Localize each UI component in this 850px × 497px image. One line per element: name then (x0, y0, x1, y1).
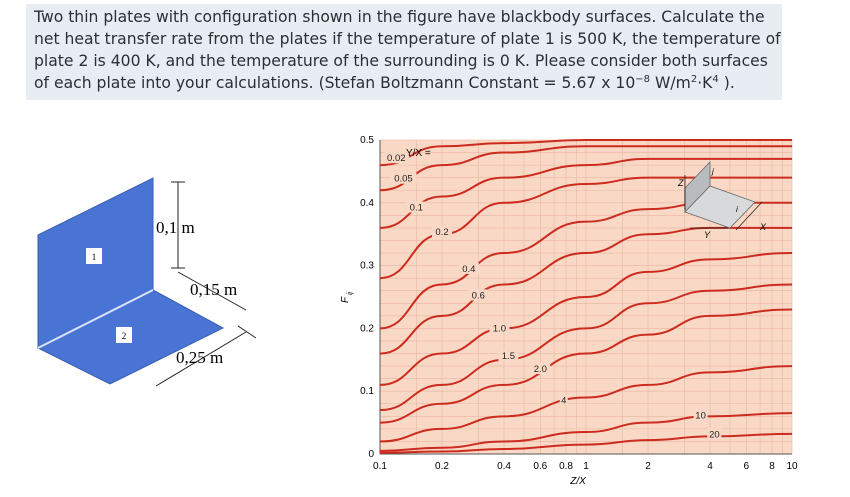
inset-axis-label: j (711, 167, 714, 176)
curve-label: 20 (709, 429, 720, 440)
problem-line-4: of each plate into your calculations. (S… (34, 72, 774, 94)
curve-1.5 (379, 283, 793, 412)
unit-text: W/m (650, 74, 691, 92)
plate-edge (37, 289, 154, 349)
curve-label-bg (468, 289, 489, 301)
curve-label-bg (707, 428, 722, 440)
x-axis-label: Z/X (569, 476, 586, 487)
plates-figure: 1 2 0,1 m 0,15 m 0,25 m (36, 177, 257, 387)
problem-statement: Two thin plates with configuration shown… (26, 4, 782, 100)
dim-tick (237, 325, 257, 339)
curve-0.1 (379, 157, 792, 229)
problem-line-3: plate 2 is 400 K, and the temperature of… (34, 52, 768, 70)
inset-axis-label: X (759, 222, 767, 232)
curve-label: 0.2 (435, 227, 448, 238)
x-tick-label: 1 (583, 461, 589, 472)
inset-axis-label: Y (704, 230, 711, 240)
curve-label: 1.5 (502, 351, 515, 362)
x-tick-label: 0.1 (373, 461, 387, 472)
y-tick-label: 0.3 (360, 261, 374, 272)
plate-2-label: 2 (122, 331, 127, 341)
inset-axis-label: Z (677, 178, 684, 188)
plate-2-label-box (116, 327, 132, 343)
curve-2.0 (379, 308, 793, 424)
y-tick-label: 0.5 (360, 135, 374, 146)
problem-line-1: Two thin plates with configuration shown… (34, 8, 765, 26)
parameter-label: Y/X = (406, 148, 431, 159)
inset-geometry: Z Y X j i (677, 161, 767, 240)
curve-0.05 (379, 145, 792, 192)
y-tick-label: 0 (368, 449, 374, 460)
curve-label-bg (383, 152, 410, 164)
dim-depth-line (177, 271, 247, 311)
exponent: 2 (690, 73, 698, 85)
dim-width-line (155, 331, 247, 387)
y-axis-label: F ij (340, 291, 354, 303)
curve-label-bg (498, 350, 519, 362)
exponent: 4 (712, 73, 719, 85)
curve-label: 2.0 (534, 364, 547, 375)
curve-label: 10 (695, 410, 706, 421)
curve-1.0 (379, 252, 793, 386)
curve-4 (379, 365, 793, 443)
curve-label-bg (390, 172, 417, 184)
problem-line-2: net heat transfer rate from the plates i… (34, 30, 781, 48)
curve-label-bg (489, 322, 510, 334)
curve-label: 0.05 (394, 174, 413, 185)
x-tick-label: 6 (744, 461, 750, 472)
curve-label-bg (693, 409, 708, 421)
curve-label-bg (559, 394, 568, 406)
exponent: −8 (635, 73, 651, 85)
x-tick-label: 0.2 (435, 461, 449, 472)
curve-label: 1.0 (493, 323, 506, 334)
curve-label-bg (406, 201, 427, 213)
dim-depth-label: 0,15 m (190, 280, 237, 299)
y-tick-label: 0.1 (360, 386, 374, 397)
dim-width-label: 0,25 m (176, 348, 223, 367)
plate-1-label-box (86, 248, 102, 264)
curve-label: 0.02 (387, 153, 406, 164)
view-factor-chart: 00.10.20.30.40.50.1 0.2 0.4 0.6 0.8 1 2 4 6 8 10 0… (340, 135, 798, 487)
unit-text: ·K (697, 74, 713, 92)
x-tick-label: 0.6 (533, 461, 547, 472)
x-tick-label: 10 (786, 461, 798, 472)
x-tick-label: 4 (707, 461, 713, 472)
dim-height-label: 0,1 m (156, 218, 195, 237)
curve-0.02 (379, 139, 792, 167)
curve-label: 0.4 (462, 264, 475, 275)
curve-label: 4 (561, 396, 566, 407)
curve-10 (379, 412, 793, 452)
x-tick-label: 0.4 (497, 461, 511, 472)
x-tick-label: 8 (769, 461, 775, 472)
x-tick-label: 0.8 (559, 461, 573, 472)
curve-label-bg (530, 363, 551, 375)
tick-labels: 00.10.20.30.40.50.1 0.2 0.4 0.6 0.8 1 2 4 6 8 10 (360, 135, 798, 472)
y-tick-label: 0.2 (360, 323, 374, 334)
y-axis-label-text: F (340, 296, 351, 303)
plate-1-label: 1 (92, 252, 97, 262)
curve-label-bg (458, 262, 479, 274)
inset-axis-label: i (736, 205, 738, 214)
curve-label: 0.1 (410, 203, 423, 214)
x-tick-label: 2 (645, 461, 651, 472)
unit-text: ). (718, 74, 735, 92)
curve-label: 0.6 (472, 290, 485, 301)
y-axis-label-sub: ij (347, 291, 354, 295)
y-tick-label: 0.4 (360, 198, 374, 209)
curve-label-bg (432, 226, 453, 238)
problem-line-4-text: of each plate into your calculations. (S… (34, 74, 636, 92)
